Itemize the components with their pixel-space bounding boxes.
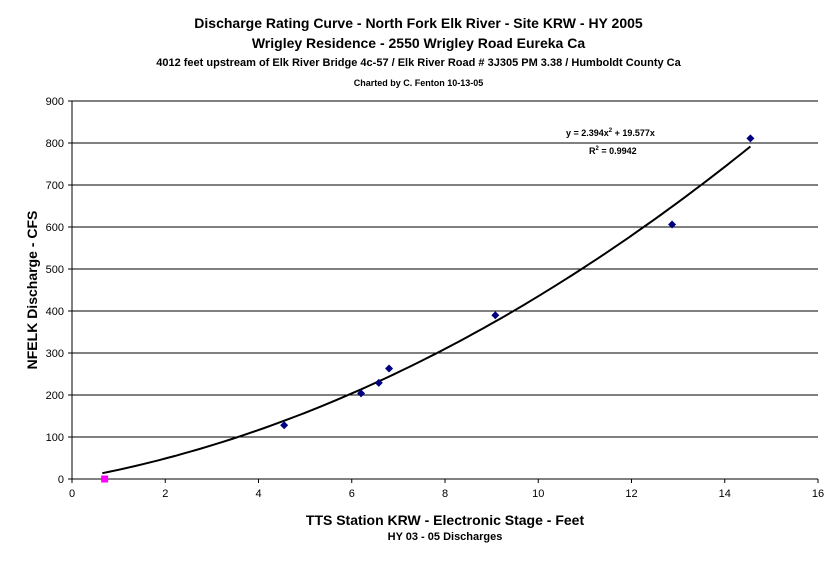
x-tick-label: 0 [69, 488, 75, 500]
y-tick-label: 900 [46, 96, 64, 108]
data-point [101, 475, 109, 483]
y-tick-label: 700 [46, 180, 64, 192]
y-tick-label: 0 [58, 474, 64, 486]
y-tick-label: 800 [46, 138, 64, 150]
data-point [374, 378, 383, 387]
x-axis-subtitle: HY 03 - 05 Discharges [387, 531, 503, 543]
x-tick-label: 10 [532, 488, 544, 500]
chart-subtitle: Wrigley Residence - 2550 Wrigley Road Eu… [251, 35, 586, 51]
x-tick-label: 16 [812, 488, 824, 500]
y-tick-label: 200 [46, 390, 64, 402]
data-point [746, 134, 755, 143]
chart-location-note: 4012 feet upstream of Elk River Bridge 4… [156, 57, 681, 69]
data-point [357, 389, 366, 398]
y-tick-label: 100 [46, 432, 64, 444]
chart-author-note: Charted by C. Fenton 10-13-05 [353, 78, 484, 88]
x-tick-label: 8 [442, 488, 448, 500]
y-tick-label: 500 [46, 264, 64, 276]
trendline-r-squared: R2 = 0.9942 [589, 146, 637, 156]
data-point [491, 311, 500, 320]
trendline [102, 145, 752, 475]
x-tick-label: 12 [625, 488, 637, 500]
y-tick-label: 600 [46, 222, 64, 234]
x-axis-title: TTS Station KRW - Electronic Stage - Fee… [305, 512, 585, 528]
data-point [668, 220, 677, 229]
x-tick-label: 14 [719, 488, 731, 500]
y-axis-title: NFELK Discharge - CFS [24, 210, 40, 370]
x-tick-label: 2 [162, 488, 168, 500]
y-tick-label: 300 [46, 348, 64, 360]
x-tick-label: 4 [255, 488, 261, 500]
chart-title: Discharge Rating Curve - North Fork Elk … [194, 15, 643, 31]
x-tick-label: 6 [349, 488, 355, 500]
data-point [385, 364, 394, 373]
y-tick-label: 400 [46, 306, 64, 318]
trendline-equation: y = 2.394x2 + 19.577x [566, 128, 655, 138]
data-point [280, 421, 289, 430]
